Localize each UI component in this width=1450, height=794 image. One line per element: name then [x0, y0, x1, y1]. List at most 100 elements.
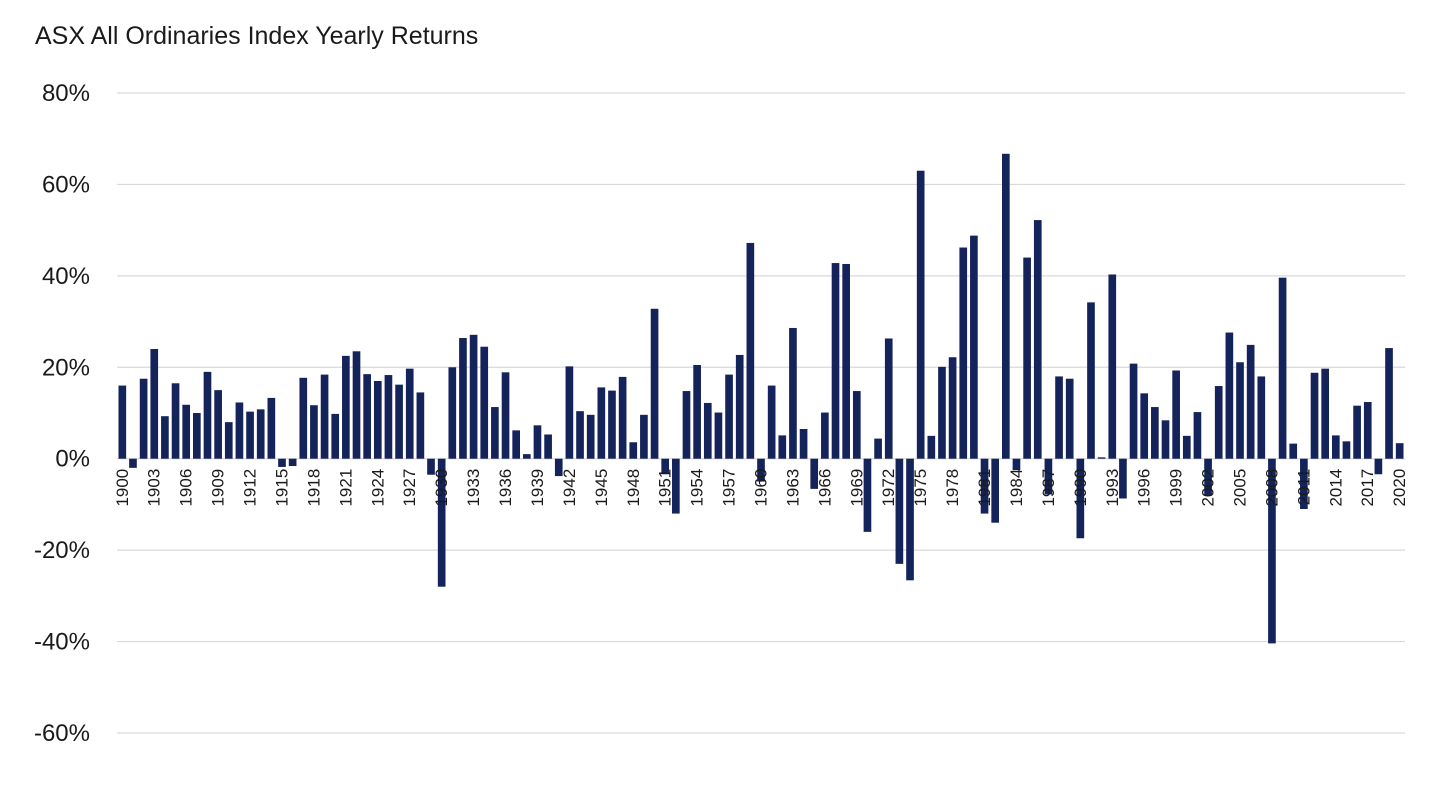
- bar-2009: [1279, 278, 1287, 459]
- x-tick-label: 1918: [304, 469, 323, 507]
- bar-2015: [1343, 441, 1351, 458]
- bar-1999: [1172, 370, 1180, 458]
- x-tick-label: 1903: [145, 469, 164, 507]
- bar-1956: [715, 413, 723, 459]
- x-tick-label: 1909: [209, 469, 228, 507]
- bar-2013: [1321, 369, 1329, 459]
- bar-1954: [693, 365, 701, 459]
- bar-1927: [406, 369, 414, 459]
- bar-1967: [832, 263, 840, 459]
- x-tick-label: 1996: [1135, 469, 1154, 507]
- bar-1975: [917, 171, 925, 459]
- bar-1925: [385, 375, 393, 459]
- bar-1905: [172, 383, 180, 458]
- x-tick-label: 2011: [1294, 469, 1313, 506]
- bar-1996: [1140, 393, 1148, 458]
- x-tick-label: 1948: [624, 469, 643, 507]
- x-tick-label: 1945: [592, 469, 611, 507]
- x-tick-label: 1912: [241, 469, 260, 507]
- bar-1963: [789, 328, 797, 459]
- bar-1939: [534, 425, 542, 458]
- bar-1940: [544, 434, 552, 458]
- bar-1945: [597, 387, 605, 458]
- bar-1962: [778, 435, 786, 458]
- bar-1910: [225, 422, 233, 459]
- bar-1977: [938, 367, 946, 459]
- bar-1933: [470, 335, 478, 459]
- bar-2000: [1183, 436, 1191, 459]
- bar-1931: [448, 367, 456, 458]
- bar-1926: [395, 385, 403, 459]
- y-tick-label: 0%: [55, 446, 90, 473]
- bar-1998: [1162, 420, 1170, 458]
- bar-1988: [1055, 376, 1063, 458]
- bar-1978: [949, 357, 957, 458]
- bar-1908: [204, 372, 212, 459]
- x-tick-label: 1954: [688, 469, 707, 507]
- x-tick-label: 2017: [1358, 469, 1377, 507]
- bar-1921: [342, 356, 350, 459]
- bar-1997: [1151, 407, 1159, 459]
- bar-1984: [1013, 459, 1021, 470]
- bar-1958: [736, 355, 744, 459]
- bar-2007: [1257, 376, 1265, 458]
- bar-1907: [193, 413, 201, 459]
- bar-1903: [150, 349, 158, 459]
- bar-2020: [1396, 443, 1404, 459]
- bar-1915: [278, 459, 286, 467]
- x-tick-label: 1921: [336, 469, 355, 507]
- bar-2014: [1332, 435, 1340, 458]
- bar-1979: [959, 248, 967, 459]
- x-tick-label: 1924: [368, 469, 387, 507]
- x-tick-label: 2020: [1390, 469, 1409, 507]
- bar-1922: [353, 351, 361, 458]
- bar-1928: [417, 392, 425, 458]
- bar-1969: [853, 391, 861, 459]
- x-tick-label: 1999: [1167, 469, 1186, 507]
- y-tick-label: -20%: [34, 537, 90, 564]
- bar-1917: [299, 378, 307, 459]
- bar-1971: [874, 439, 882, 459]
- bar-1920: [331, 414, 339, 459]
- x-tick-label: 1966: [815, 469, 834, 507]
- bar-1937: [512, 430, 520, 458]
- x-tick-label: 2002: [1199, 469, 1218, 507]
- bar-1912: [246, 412, 254, 459]
- x-tick-label: 1981: [975, 469, 994, 507]
- x-tick-label: 2014: [1326, 469, 1345, 507]
- x-tick-label: 1975: [911, 469, 930, 507]
- bar-2017: [1364, 402, 1372, 459]
- x-tick-label: 1906: [177, 469, 196, 507]
- bar-1904: [161, 416, 169, 459]
- bar-1901: [129, 459, 137, 468]
- bar-1932: [459, 338, 467, 459]
- bar-1976: [927, 436, 935, 459]
- y-tick-label: -40%: [34, 629, 90, 656]
- bar-1938: [523, 454, 531, 459]
- bar-1923: [363, 374, 371, 459]
- bar-1919: [321, 375, 329, 459]
- bar-1911: [236, 402, 244, 458]
- bar-1964: [800, 429, 808, 459]
- bar-1924: [374, 381, 382, 459]
- bar-1944: [587, 415, 595, 459]
- x-tick-label: 1900: [113, 469, 132, 507]
- bar-1943: [576, 411, 584, 459]
- bar-1947: [619, 377, 627, 459]
- bar-1902: [140, 379, 148, 459]
- bar-1953: [683, 391, 691, 459]
- bar-1950: [651, 309, 659, 459]
- bar-1985: [1023, 258, 1031, 459]
- bars: [118, 154, 1403, 644]
- bar-1983: [1002, 154, 1010, 459]
- x-tick-label: 1972: [879, 469, 898, 507]
- y-tick-label: 80%: [42, 80, 90, 107]
- bar-2019: [1385, 348, 1393, 459]
- x-tick-label: 1927: [400, 469, 419, 507]
- x-tick-label: 1933: [464, 469, 483, 507]
- bar-2001: [1194, 412, 1202, 459]
- x-tick-label: 1993: [1103, 469, 1122, 507]
- bar-1966: [821, 413, 829, 459]
- bar-1906: [182, 405, 190, 459]
